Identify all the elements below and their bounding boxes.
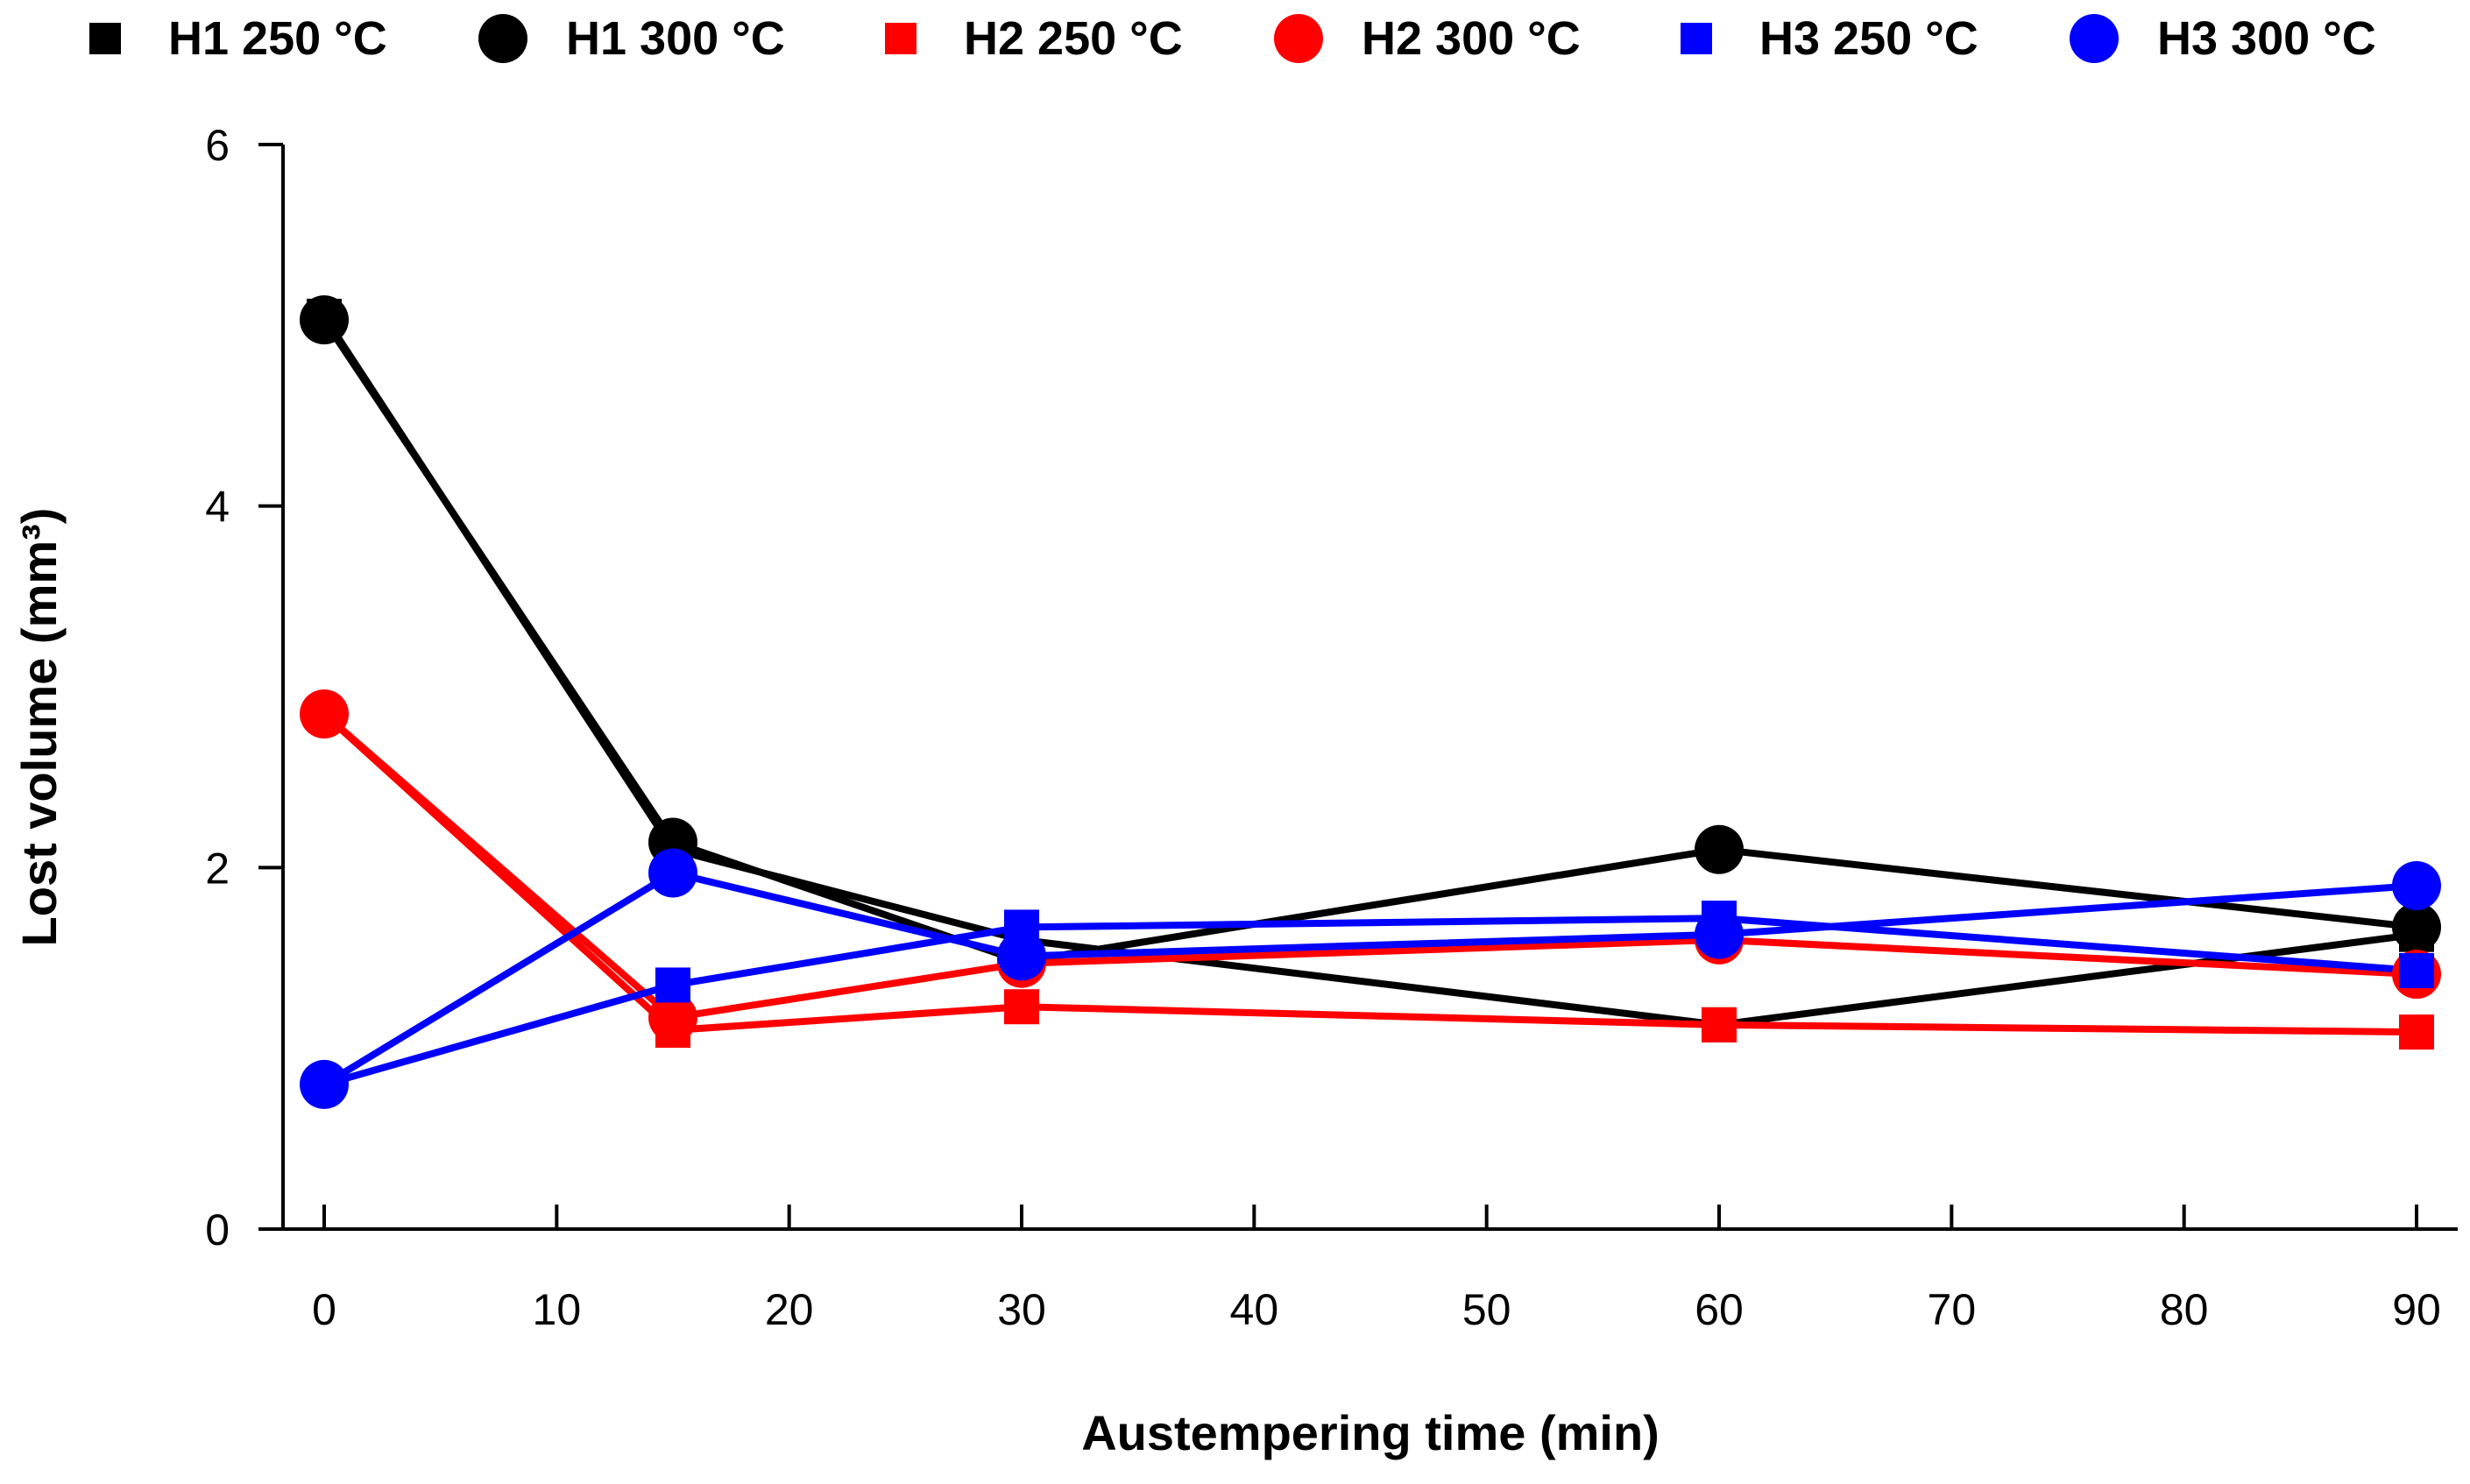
legend-marker-icon	[478, 14, 527, 63]
data-point-h2-300-c	[300, 689, 349, 738]
x-tick-label: 90	[2392, 1285, 2441, 1334]
y-tick-label: 2	[205, 844, 230, 893]
legend-label: H3 300 °C	[2157, 12, 2376, 65]
legend-label: H1 300 °C	[566, 12, 785, 65]
x-tick-label: 80	[2160, 1285, 2209, 1334]
series-line-h1-300-c	[321, 317, 2417, 965]
x-tick-label: 0	[312, 1285, 336, 1334]
data-point-h3-300-c	[1695, 909, 1744, 959]
legend: H1 250 °C H1 300 °C H2 250 °C H2 300 °C H3 2…	[89, 12, 2376, 65]
data-point-h2-250-c	[1004, 989, 1039, 1025]
legend-marker-icon	[1681, 23, 1712, 54]
axes: 0 2 4 6 0 10 20 30 40 50 60 70 80 90	[205, 121, 2458, 1334]
legend-marker-icon	[89, 23, 121, 54]
legend-item: H2 300 °C	[1274, 12, 1581, 65]
data-point-h3-300-c	[2392, 860, 2441, 910]
x-axis-title: Austempering time (min)	[1081, 1405, 1660, 1460]
legend-item: H3 250 °C	[1681, 12, 1978, 65]
data-point-h3-250-c	[2399, 952, 2434, 988]
y-tick-label: 4	[205, 483, 230, 532]
legend-item: H1 250 °C	[89, 12, 387, 65]
x-tick-label: 70	[1928, 1285, 1977, 1334]
data-point-h2-250-c	[1702, 1007, 1737, 1042]
legend-label: H1 250 °C	[168, 12, 387, 65]
legend-marker-icon	[2070, 14, 2119, 63]
data-point-h2-300-c	[648, 993, 697, 1042]
legend-item: H1 300 °C	[478, 12, 785, 65]
y-tick-label: 0	[205, 1205, 230, 1254]
legend-item: H2 250 °C	[885, 12, 1183, 65]
data-point-h2-250-c	[2399, 1014, 2434, 1050]
legend-marker-icon	[1274, 14, 1323, 63]
x-tick-label: 40	[1230, 1285, 1279, 1334]
series-line-h1-250-c	[321, 314, 2417, 1028]
data-point-h3-300-c	[300, 1059, 349, 1109]
x-tick-label: 10	[533, 1285, 582, 1334]
y-ticks: 0 2 4 6	[205, 121, 283, 1254]
series-lines	[321, 314, 2417, 1088]
data-point-h3-300-c	[997, 931, 1046, 981]
legend-label: H2 300 °C	[1362, 12, 1581, 65]
data-point-h1-300-c	[1695, 824, 1744, 874]
y-axis-title: Lost volume (mm³)	[11, 508, 67, 947]
data-point-h3-300-c	[648, 848, 697, 898]
data-point-h3-250-c	[655, 967, 690, 1003]
legend-label: H3 250 °C	[1759, 12, 1978, 65]
x-tick-label: 30	[997, 1285, 1046, 1334]
legend-item: H3 300 °C	[2070, 12, 2376, 65]
y-tick-label: 6	[205, 121, 230, 170]
x-ticks: 0 10 20 30 40 50 60 70 80 90	[312, 1205, 2441, 1334]
x-tick-label: 20	[765, 1285, 814, 1334]
legend-marker-icon	[885, 23, 917, 54]
series-markers	[300, 295, 2441, 1109]
series-layer	[300, 295, 2441, 1109]
legend-label: H2 250 °C	[964, 12, 1183, 65]
data-point-h1-300-c	[2392, 902, 2441, 952]
x-tick-label: 60	[1695, 1285, 1744, 1334]
x-tick-label: 50	[1462, 1285, 1511, 1334]
data-point-h1-300-c	[300, 295, 349, 345]
